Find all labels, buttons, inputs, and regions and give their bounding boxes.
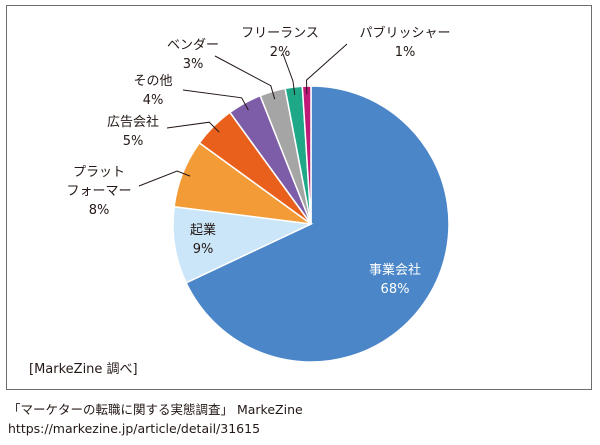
leader-line-2	[138, 170, 191, 187]
credit-title: 「マーケターの転職に関する実態調査」 MarkeZine	[8, 402, 303, 417]
slice-label-1: 起業 9%	[190, 222, 216, 257]
credit: 「マーケターの転職に関する実態調査」 MarkeZine https://mar…	[8, 400, 303, 438]
credit-url[interactable]: https://markezine.jp/article/detail/3161…	[8, 421, 261, 436]
leader-line-7	[305, 43, 348, 95]
pie-slice-0	[185, 85, 450, 363]
source-note: [MarkeZine 調べ]	[29, 362, 138, 377]
leader-line-3	[166, 121, 220, 133]
slice-label-5: ベンダー 3%	[167, 38, 219, 72]
chart-frame: 事業会社 68% 起業 9% プラットフォーマー 8% 広告会社 5% その他 4% ベンダー 3% フ…	[6, 5, 592, 390]
slice-label-7: パブリッシャー 1%	[359, 25, 450, 60]
slice-label-4: その他 4%	[133, 74, 172, 108]
leader-line-6	[282, 53, 296, 96]
slice-label-2: プラットフォーマー 8%	[66, 165, 131, 218]
slice-label-6: フリーランス 2%	[241, 26, 319, 60]
slice-label-3: 広告会社 5%	[107, 114, 159, 149]
leader-line-4	[182, 89, 249, 111]
leader-line-5	[214, 55, 276, 100]
pie-chart: 事業会社 68% 起業 9% プラットフォーマー 8% 広告会社 5% その他 4%ベンダー 3% フ…	[66, 25, 451, 363]
slice-label-0: 事業会社 68%	[369, 262, 421, 297]
